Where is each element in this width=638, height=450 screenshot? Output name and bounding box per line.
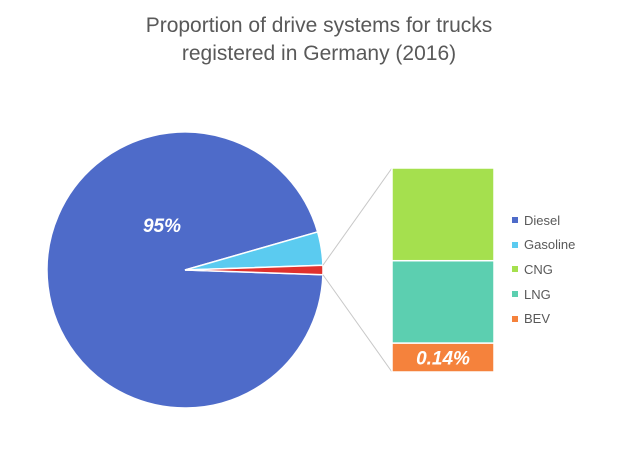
legend-label-diesel: Diesel: [524, 212, 561, 228]
legend-item-cng: CNG: [512, 257, 575, 282]
bar-segment-bev: [391, 342, 495, 373]
legend-swatch-bev: [512, 315, 518, 322]
connector-group: [322, 167, 393, 373]
legend-item-gasoline: Gasoline: [512, 233, 575, 258]
stacked-bar-group: 0.14%: [391, 167, 495, 373]
legend-label-lng: LNG: [524, 286, 551, 302]
connector-line-bottom: [322, 274, 393, 373]
legend-swatch-diesel: [512, 217, 518, 224]
legend-item-diesel: Diesel: [512, 208, 575, 233]
pie-group: 95%: [46, 131, 324, 409]
bar-segment-cng: [391, 167, 495, 262]
legend-item-lng: LNG: [512, 282, 575, 307]
bar-label-bev: 0.14%: [416, 349, 470, 370]
bar-segment-lng: [391, 259, 495, 344]
chart-title-line-1: Proportion of drive systems for trucks: [145, 14, 493, 37]
legend-label-gasoline: Gasoline: [524, 237, 576, 253]
legend: Diesel Gasoline CNG LNG BEV: [512, 208, 575, 331]
chart-title-line-2: registered in Germany (2016): [181, 42, 457, 65]
legend-item-bev: BEV: [512, 306, 575, 331]
legend-label-cng: CNG: [524, 261, 553, 277]
legend-label-bev: BEV: [524, 311, 551, 327]
pie-label-diesel: 95%: [143, 216, 181, 237]
legend-swatch-cng: [512, 266, 518, 273]
pie-slice-other: [184, 264, 324, 276]
legend-swatch-lng: [512, 291, 518, 298]
chart-title: Proportion of drive systems for trucks r…: [0, 12, 638, 68]
legend-swatch-gasoline: [512, 241, 518, 248]
connector-line-top: [322, 167, 393, 266]
